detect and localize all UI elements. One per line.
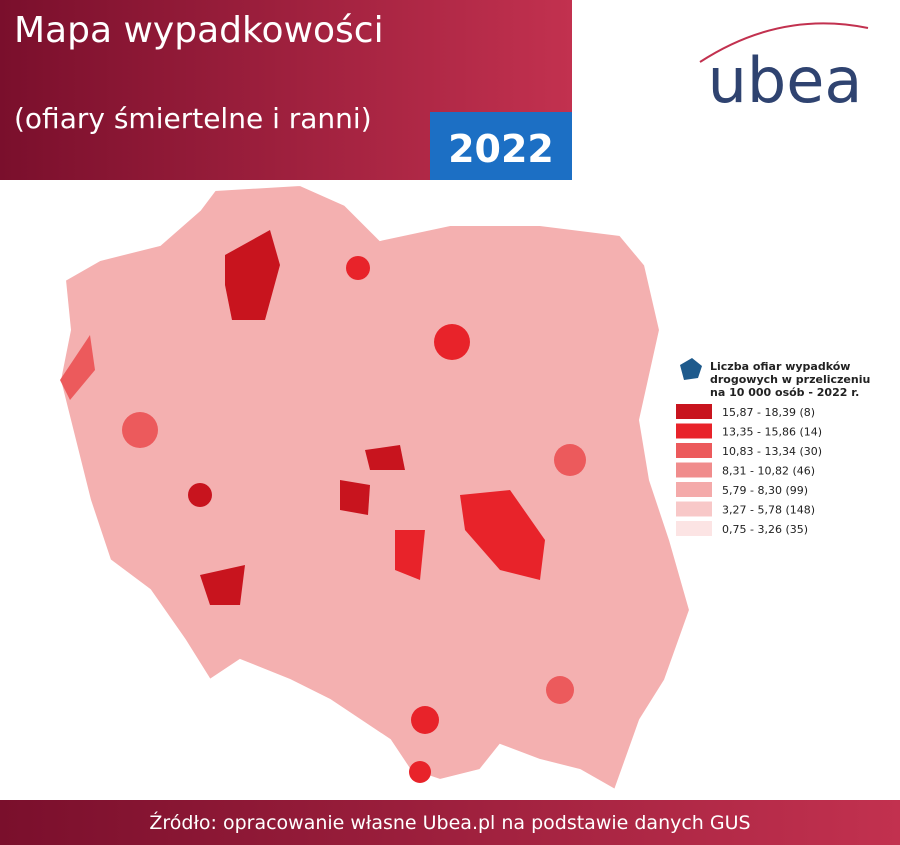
legend-label: 13,35 - 15,86 (14) bbox=[722, 426, 822, 439]
legend-swatch bbox=[676, 462, 712, 478]
region bbox=[554, 444, 586, 476]
logo: ubea bbox=[708, 44, 863, 117]
region bbox=[188, 483, 212, 507]
region bbox=[434, 324, 470, 360]
region bbox=[409, 761, 431, 783]
region bbox=[225, 230, 280, 320]
legend-icon bbox=[680, 358, 702, 380]
legend-title: drogowych w przeliczeniu bbox=[710, 373, 870, 386]
logo-arc bbox=[699, 22, 869, 63]
region bbox=[122, 412, 158, 448]
year: 2022 bbox=[448, 127, 554, 171]
year-box bbox=[430, 112, 572, 180]
region bbox=[395, 530, 425, 580]
map bbox=[58, 183, 692, 792]
subtitle: (ofiary śmiertelne i ranni) bbox=[14, 102, 372, 135]
legend-title: Liczba ofiar wypadków bbox=[710, 360, 850, 373]
legend-label: 8,31 - 10,82 (46) bbox=[722, 465, 815, 478]
legend-title: na 10 000 osób - 2022 r. bbox=[710, 386, 859, 399]
region bbox=[411, 706, 439, 734]
footer-band bbox=[0, 800, 900, 845]
region bbox=[346, 256, 370, 280]
region bbox=[546, 676, 574, 704]
region bbox=[365, 445, 405, 470]
legend-label: 0,75 - 3,26 (35) bbox=[722, 523, 808, 536]
poland bbox=[58, 183, 692, 792]
legend-swatch bbox=[676, 521, 712, 536]
legend-label: 5,79 - 8,30 (99) bbox=[722, 484, 808, 497]
legend-label: 10,83 - 13,34 (30) bbox=[722, 445, 822, 458]
legend-label: 3,27 - 5,78 (148) bbox=[722, 504, 815, 517]
region bbox=[60, 335, 95, 400]
legend-swatch bbox=[676, 501, 712, 517]
source: Źródło: opracowanie własne Ubea.pl na po… bbox=[149, 811, 750, 834]
legend-swatch bbox=[676, 423, 712, 439]
legend-swatch bbox=[676, 482, 712, 497]
region bbox=[340, 480, 370, 515]
legend-swatch bbox=[676, 443, 712, 458]
title: Mapa wypadkowości bbox=[14, 10, 384, 51]
legend-swatch bbox=[676, 404, 712, 419]
region bbox=[200, 565, 245, 605]
legend-label: 15,87 - 18,39 (8) bbox=[722, 406, 815, 419]
region bbox=[460, 490, 545, 580]
